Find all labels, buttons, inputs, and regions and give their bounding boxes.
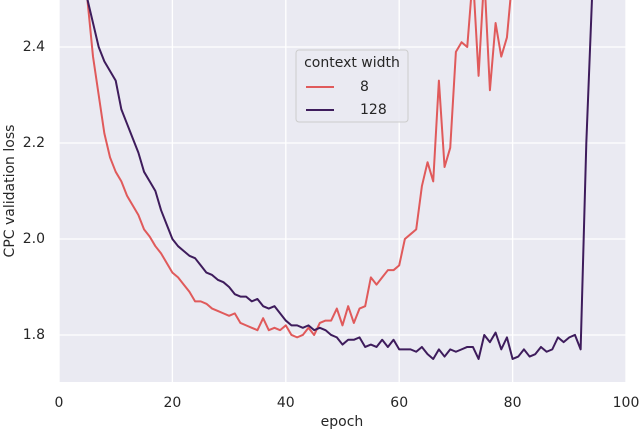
y-tick-label: 2.0 — [23, 231, 45, 247]
legend-label: 128 — [360, 102, 387, 118]
series-line — [86, 0, 593, 360]
legend-label: 8 — [360, 79, 369, 95]
y-axis-label: CPC validation loss — [2, 125, 18, 258]
legend-title: context width — [304, 55, 400, 71]
legend-box — [295, 49, 409, 123]
y-tick-label: 2.2 — [23, 135, 45, 151]
labels: 0 20 40 60 80 100 1.8 2.0 2.2 2.4 — [23, 39, 640, 411]
series-line — [86, 0, 512, 339]
lines — [86, 0, 593, 360]
y-tick-label: 2.4 — [23, 39, 45, 55]
x-tick-label: 60 — [390, 395, 408, 411]
x-tick-label: 80 — [504, 395, 522, 411]
grid — [58, 0, 627, 382]
x-tick-label: 0 — [55, 395, 64, 411]
x-axis-label: epoch — [321, 414, 364, 430]
x-tick-label: 40 — [277, 395, 295, 411]
x-tick-label: 20 — [163, 395, 181, 411]
x-tick-label: 100 — [613, 395, 640, 411]
legend: context width 8 128 — [295, 49, 409, 123]
y-tick-label: 1.8 — [23, 327, 45, 343]
